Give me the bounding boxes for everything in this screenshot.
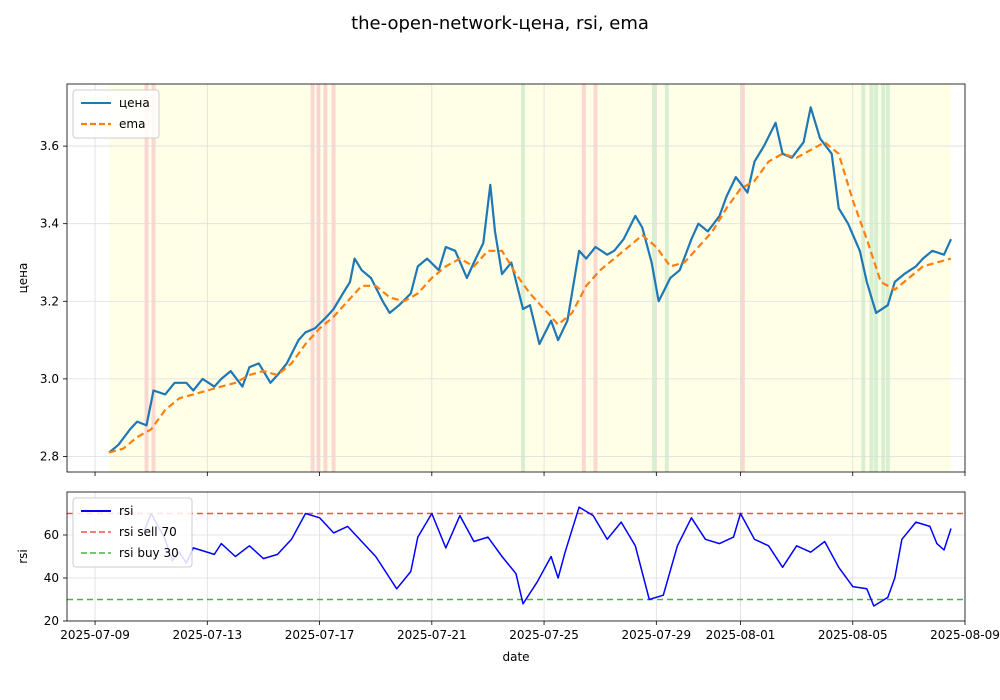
y-tick-label: 3.6 <box>40 139 59 153</box>
sell-signal-band <box>144 84 149 472</box>
buy-signal-band <box>885 84 890 472</box>
sell-signal-band <box>740 84 745 472</box>
x-axis-label: date <box>502 650 529 664</box>
buy-signal-band <box>861 84 866 472</box>
legend-label: rsi sell 70 <box>119 525 177 539</box>
background-band <box>109 84 951 472</box>
legend-label: rsi <box>119 504 134 518</box>
price-panel: 2.8 3.0 3.2 3.4 3.6 цена цена ema <box>16 83 966 476</box>
x-tick-label: 2025-07-09 <box>60 628 130 642</box>
series-line-цена <box>108 106 953 454</box>
x-tick-label: 2025-07-17 <box>285 628 355 642</box>
sell-signal-band <box>581 84 586 472</box>
sell-signal-band <box>331 84 336 472</box>
plot-area <box>67 492 965 621</box>
legend-label: ema <box>119 117 145 131</box>
x-tick-label: 2025-07-13 <box>172 628 242 642</box>
y-tick-label: 3.2 <box>40 294 59 308</box>
sell-signal-band <box>593 84 598 472</box>
y-tick-label: 2.8 <box>40 449 59 463</box>
chart-title: the-open-network-цена, rsi, ema <box>351 13 649 34</box>
legend-box <box>72 497 193 568</box>
y-tick-label: 3.4 <box>40 217 59 231</box>
x-tick-label: 2025-07-25 <box>509 628 579 642</box>
buy-signal-band <box>664 84 669 472</box>
plot-content <box>67 84 965 472</box>
sell-signal-band <box>316 84 321 472</box>
x-tick-label: 2025-07-29 <box>621 628 691 642</box>
y-tick-label: 60 <box>44 528 59 542</box>
y-tick-label: 20 <box>44 614 59 628</box>
legend-label: цена <box>119 96 150 110</box>
x-tick-label: 2025-08-05 <box>818 628 888 642</box>
y-axis-label: rsi <box>16 549 30 564</box>
sell-signal-band <box>151 84 156 472</box>
sell-signal-band <box>310 84 315 472</box>
buy-signal-band <box>881 84 886 472</box>
y-tick-label: 40 <box>44 571 59 585</box>
buy-signal-band <box>521 84 526 472</box>
plot-frame <box>66 491 966 622</box>
legend-label: rsi buy 30 <box>119 546 179 560</box>
x-tick-label: 2025-08-01 <box>706 628 776 642</box>
y-axis-label: цена <box>16 263 30 294</box>
buy-signal-band <box>869 84 874 472</box>
rsi-panel: 2025-07-09 2025-07-13 2025-07-17 2025-07-21… <box>16 491 1000 664</box>
series-line-rsi <box>143 506 952 607</box>
y-tick-label: 3.0 <box>40 372 59 386</box>
buy-signal-band <box>874 84 879 472</box>
plot-content <box>67 492 965 621</box>
plot-frame <box>66 83 966 473</box>
sell-signal-band <box>323 84 328 472</box>
x-tick-label: 2025-08-09 <box>930 628 1000 642</box>
series-line-ema <box>108 141 952 454</box>
x-tick-label: 2025-07-21 <box>397 628 467 642</box>
